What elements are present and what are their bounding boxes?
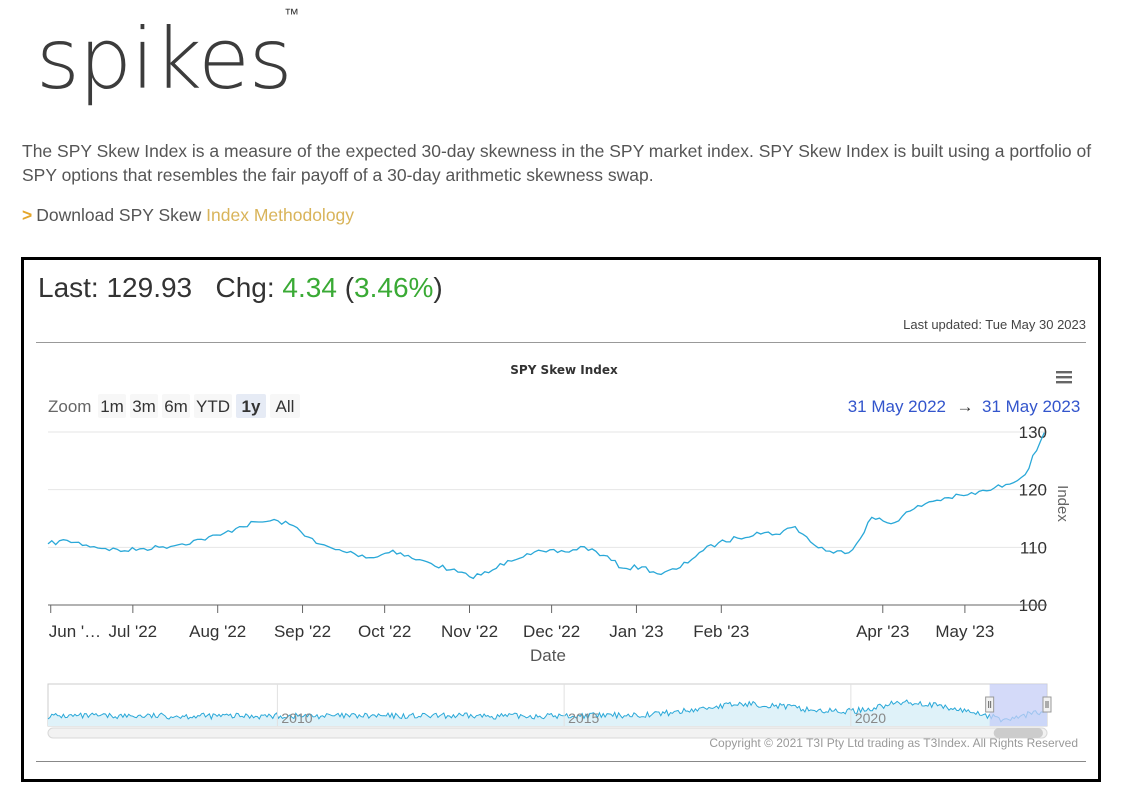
chart-panel: Last: 129.93 Chg: 4.34 (3.46%) Last upda… [21, 257, 1101, 782]
zoom-button-ytd-bg [194, 394, 232, 418]
x-tick-label-6: Dec '22 [523, 622, 580, 641]
series-line [47, 432, 1045, 580]
download-line: > Download SPY Skew Index Methodology [22, 205, 354, 226]
hamburger-menu-icon[interactable] [1056, 371, 1072, 384]
x-tick-label-10: May '23 [935, 622, 994, 641]
navigator[interactable]: 2010 2015 2020 [47, 683, 1052, 727]
header-divider [36, 342, 1086, 343]
y-axis-label: Index [1054, 485, 1071, 522]
x-axis-label: Date [530, 646, 566, 665]
scrollbar-thumb[interactable] [993, 728, 1043, 738]
x-tick-label-1: Jul '22 [109, 622, 158, 641]
download-prefix: Download SPY Skew [36, 205, 207, 225]
paren-close: ) [433, 272, 443, 303]
x-tick-label-8: Feb '23 [693, 622, 749, 641]
zoom-button-all[interactable]: All [276, 397, 295, 416]
zoom-buttons: 1m 3m 6m YTD 1y All [98, 394, 300, 418]
zoom-button-ytd[interactable]: YTD [196, 397, 230, 416]
navigator-label-2010: 2010 [281, 710, 312, 726]
chart-credits: Copyright © 2021 T3I Pty Ltd trading as … [709, 736, 1078, 750]
y-tick-120: 120 [1019, 481, 1047, 500]
navigator-area [48, 700, 1047, 726]
skew-chart: SPY Skew Index Zoom 1m 3m 6m YTD 1y All 31 Ma… [47, 363, 1081, 750]
footer-divider [36, 761, 1086, 762]
x-tick-label-2: Aug '22 [189, 622, 246, 641]
last-updated: Last updated: Tue May 30 2023 [903, 317, 1086, 332]
zoom-button-3m-bg [130, 394, 158, 418]
zoom-button-1m-bg [98, 394, 126, 418]
navigator-label-2015: 2015 [568, 710, 599, 726]
scrollbar-track[interactable] [47, 727, 1048, 739]
x-tick-label-3: Sep '22 [274, 622, 331, 641]
y-gridlines [48, 431, 1047, 548]
zoom-label: Zoom [48, 397, 91, 416]
last-value: 129.93 [106, 272, 193, 303]
navigator-selection[interactable] [989, 684, 1047, 726]
scrollbar[interactable] [47, 727, 1048, 739]
navigator-labels: 2010 2015 2020 [276, 684, 886, 726]
zoom-button-1y[interactable]: 1y [242, 397, 261, 416]
zoom-button-all-bg [270, 394, 300, 418]
navigator-left-handle[interactable] [985, 696, 995, 713]
date-range: 31 May 2022 → 31 May 2023 [848, 397, 1081, 416]
x-tick-label-0: Jun '… [49, 622, 101, 641]
x-tick-label-4: Oct '22 [358, 622, 411, 641]
y-tick-130: 130 [1019, 423, 1047, 442]
x-tick-label-5: Nov '22 [441, 622, 498, 641]
navigator-right-handle[interactable] [1042, 696, 1052, 713]
spikes-logo: spikes [36, 10, 293, 108]
range-to[interactable]: 31 May 2023 [982, 397, 1080, 416]
zoom-button-6m[interactable]: 6m [164, 397, 188, 416]
paren-open: ( [344, 272, 355, 303]
range-from[interactable]: 31 May 2022 [848, 397, 946, 416]
chg-percent: 3.46% [354, 272, 434, 303]
quote-header: Last: 129.93 Chg: 4.34 (3.46%) [38, 272, 443, 304]
x-tick-label-9: Apr '23 [856, 622, 909, 641]
zoom-button-3m[interactable]: 3m [132, 397, 156, 416]
navigator-series [47, 699, 1048, 723]
zoom-button-1m[interactable]: 1m [100, 397, 124, 416]
chg-label: Chg: [215, 272, 275, 303]
x-ticks: Jun '… Jul '22 Aug '22 Sep '22 Oct '22 Nov '2… [49, 605, 994, 641]
x-tick-label-7: Jan '23 [609, 622, 663, 641]
y-tick-110: 110 [1020, 538, 1047, 557]
chg-value: 4.34 [282, 272, 337, 303]
zoom-button-6m-bg [162, 394, 190, 418]
range-arrow: → [957, 397, 974, 416]
intro-paragraph: The SPY Skew Index is a measure of the e… [22, 141, 1092, 185]
chart-title: SPY Skew Index [510, 363, 618, 377]
zoom-button-1y-bg [236, 394, 266, 418]
trademark-symbol: ™ [284, 6, 299, 23]
download-arrow: > [22, 205, 33, 225]
navigator-handles[interactable] [985, 696, 1052, 713]
navigator-label-2020: 2020 [855, 710, 886, 726]
last-label: Last: [38, 272, 99, 303]
methodology-link[interactable]: Index Methodology [206, 205, 355, 225]
